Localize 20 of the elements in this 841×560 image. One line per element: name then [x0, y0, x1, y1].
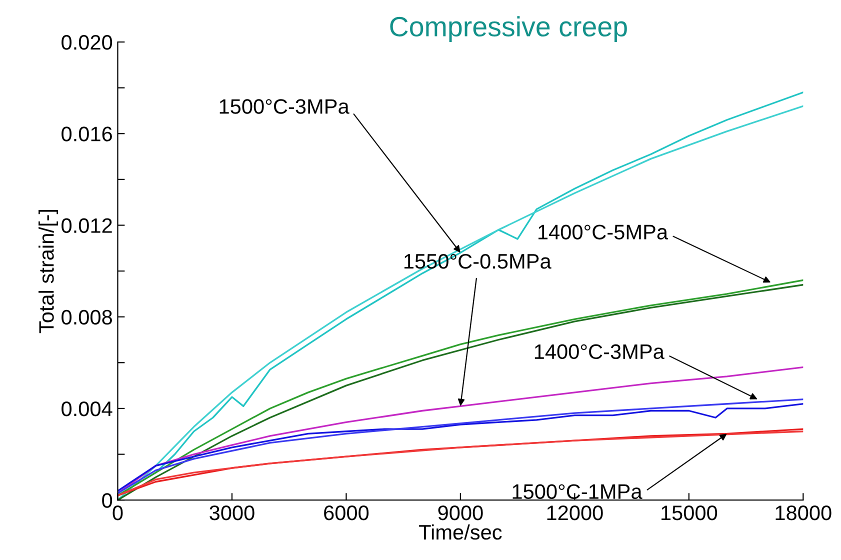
- annotation: 1500°C-3MPa: [220, 99, 350, 114]
- y-tick-label: 0.012: [62, 218, 112, 233]
- x-tick-label: 0: [112, 505, 123, 520]
- y-tick-label: 0.004: [62, 401, 112, 416]
- x-tick-label: 9000: [438, 505, 483, 520]
- annotation: 1400°C-5MPa: [538, 224, 668, 240]
- x-tick-label: 15000: [662, 505, 718, 520]
- annotation: 1400°C-3MPa: [534, 344, 664, 360]
- y-tick-label: 0: [102, 493, 112, 508]
- x-tick-label: 12000: [547, 505, 603, 520]
- y-tick-label: 0.016: [62, 126, 112, 142]
- x-tick-label: 18000: [776, 505, 832, 520]
- y-tick-label: 0.020: [62, 35, 112, 50]
- chart-title: Compressive creep: [390, 16, 627, 42]
- annotation: 1500°C-1MPa: [512, 484, 642, 499]
- x-tick-label: 3000: [210, 505, 254, 520]
- x-tick-label: 6000: [324, 505, 369, 520]
- x-axis-title: Time/sec: [419, 524, 502, 540]
- y-tick-label: 0.008: [62, 310, 112, 325]
- y-axis-title: Total strain/[-]: [38, 210, 58, 334]
